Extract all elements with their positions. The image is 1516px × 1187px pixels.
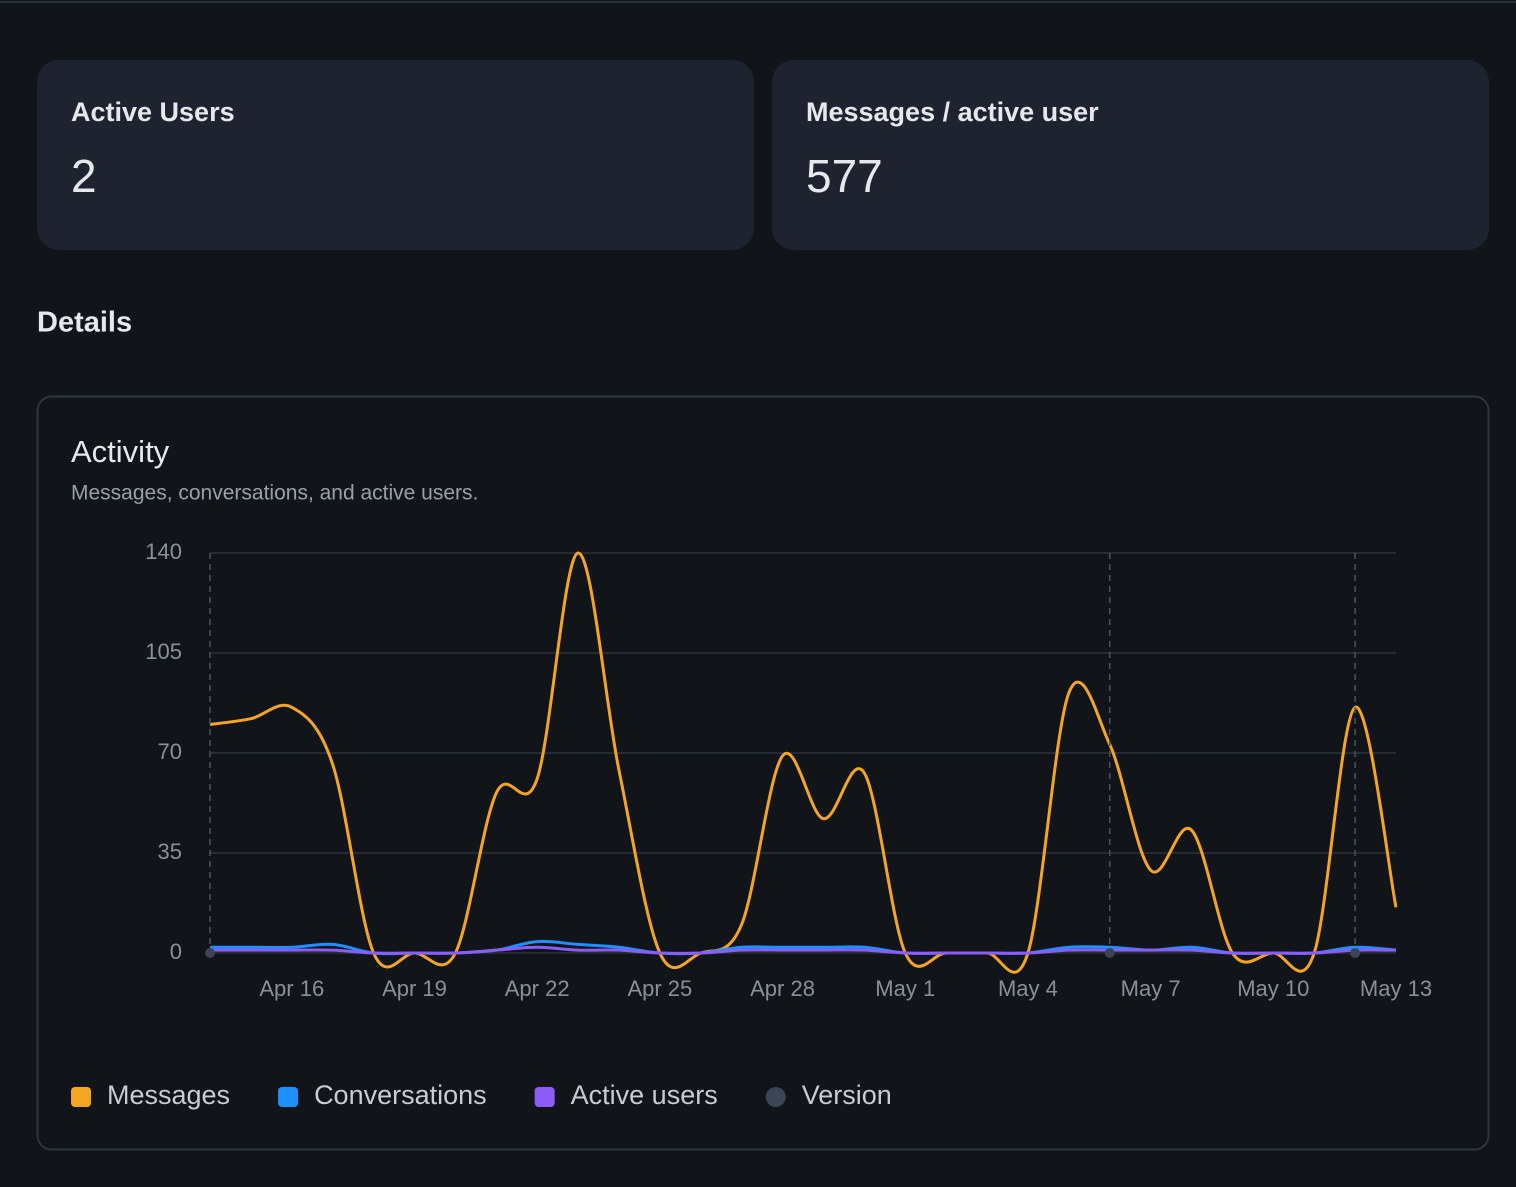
card-label: Active Users	[71, 97, 235, 127]
y-tick-label: 70	[158, 739, 182, 764]
y-tick-label: 35	[158, 839, 182, 864]
chart-title: Activity	[71, 434, 170, 469]
x-tick-label: May 13	[1360, 976, 1432, 1001]
y-tick-label: 105	[145, 639, 182, 664]
card-value: 2	[71, 150, 97, 202]
legend-swatch	[71, 1087, 91, 1107]
x-tick-label: Apr 28	[750, 976, 815, 1001]
stat-card	[37, 60, 754, 250]
x-tick-label: May 4	[998, 976, 1058, 1001]
x-tick-label: Apr 19	[382, 976, 447, 1001]
x-tick-label: Apr 16	[259, 976, 324, 1001]
legend-label: Messages	[107, 1080, 230, 1110]
x-tick-label: Apr 25	[627, 976, 692, 1001]
x-tick-label: Apr 22	[505, 976, 570, 1001]
card-value: 577	[806, 150, 883, 202]
y-tick-label: 140	[145, 539, 182, 564]
legend-label: Version	[802, 1080, 892, 1110]
legend-label: Conversations	[314, 1080, 487, 1110]
chart-panel	[36, 395, 1490, 1151]
legend-label: Active users	[571, 1080, 718, 1110]
card-label: Messages / active user	[806, 97, 1099, 127]
version-point	[1350, 948, 1361, 958]
series-line	[209, 945, 1397, 955]
version-point	[205, 948, 215, 958]
x-tick-label: May 10	[1237, 976, 1309, 1001]
section-title: Details	[37, 307, 132, 339]
version-point	[1104, 948, 1115, 958]
chart-subtitle: Messages, conversations, and active user…	[71, 482, 478, 505]
legend-swatch	[278, 1087, 299, 1107]
x-tick-label: May 7	[1121, 976, 1181, 1001]
x-tick-label: May 1	[875, 976, 935, 1001]
stat-card	[772, 60, 1489, 250]
legend-swatch	[534, 1087, 555, 1107]
series-line	[209, 551, 1398, 974]
legend-swatch	[765, 1087, 786, 1107]
y-tick-label: 0	[170, 939, 182, 964]
